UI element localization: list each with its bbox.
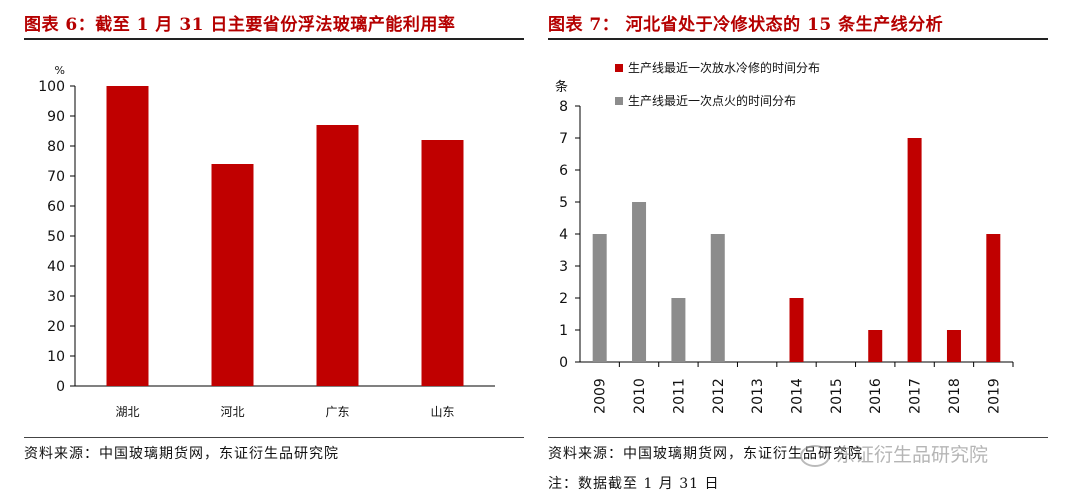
y-tick-label: 100 [38,79,65,95]
legend-swatch [615,97,623,105]
right-title-rule [548,38,1048,40]
x-tick-label: 2014 [790,378,806,414]
bar [868,330,883,362]
bar [907,138,922,362]
left-source-rule [24,437,524,438]
y-tick-label: 7 [559,131,568,147]
x-tick-label: 山东 [430,405,454,419]
y-tick-label: 70 [47,169,65,185]
y-tick-label: 8 [559,99,568,115]
x-tick-label: 2017 [908,378,924,414]
y-tick-label: 60 [47,199,65,215]
x-tick-label: 河北 [220,405,244,419]
bar [789,298,804,362]
left-source-note: 资料来源：中国玻璃期货网，东证衍生品研究院 [24,446,339,462]
y-tick-label: 40 [47,259,65,275]
left-title-rule [24,38,524,40]
y-tick-label: 90 [47,109,65,125]
y-tick-label: 4 [559,227,568,243]
y-unit-label: 条 [555,79,568,95]
y-tick-label: 5 [559,195,568,211]
right-source-rule [548,437,1048,438]
y-tick-label: 80 [47,139,65,155]
x-tick-label: 2018 [947,378,963,414]
bar [632,202,647,362]
bar [986,234,1001,362]
bar [592,234,607,362]
bar [671,298,686,362]
y-tick-label: 1 [559,323,568,339]
left-figure-title: 图表 6：截至 1 月 31 日主要省份浮法玻璃产能利用率 [24,15,456,35]
right-figure-title: 图表 7： 河北省处于冷修状态的 15 条生产线分析 [548,15,944,35]
left-bar-chart: 0 10 20 30 40 50 60 70 80 90 100% 湖北 河北 广东 山东 [38,64,495,419]
y-tick-label: 50 [47,229,65,245]
bar [106,86,149,386]
y-tick-label: 2 [559,291,568,307]
y-tick-label: 20 [47,319,65,335]
legend-label: 生产线最近一次放水冷修的时间分布 [628,60,820,75]
right-bar-chart: 0 1 2 3 4 5 6 7 8 条 2009 2010 2011 2012 2013 2014 2015 20… [555,60,1014,414]
y-tick-label: 10 [47,349,65,365]
bar [211,164,254,386]
x-tick-label: 2011 [671,378,687,414]
watermark-text: 东证衍生品研究院 [836,444,989,466]
right-figure-panel: 图表 7： 河北省处于冷修状态的 15 条生产线分析 0 1 2 3 4 5 6 7 8 条 200… [540,0,1080,501]
x-tick-label: 2009 [593,378,609,414]
y-tick-label: 6 [559,163,568,179]
bar [421,140,464,386]
bar [710,234,725,362]
watermark: 东证衍生品研究院 [800,440,988,467]
bar [946,330,961,362]
y-tick-label: 0 [559,355,568,371]
y-unit-label: % [55,64,65,77]
y-tick-label: 3 [559,259,568,275]
left-figure-panel: 图表 6：截至 1 月 31 日主要省份浮法玻璃产能利用率 0 10 20 30 40 5… [24,15,524,462]
x-tick-label: 2010 [632,378,648,414]
legend-label: 生产线最近一次点火的时间分布 [628,93,796,108]
y-tick-label: 30 [47,289,65,305]
x-tick-label: 2019 [986,378,1002,414]
x-tick-label: 2012 [711,378,727,414]
x-tick-label: 广东 [325,405,349,419]
legend-swatch [615,64,623,72]
right-footnote: 注：数据截至 1 月 31 日 [548,476,720,492]
wechat-logo-icon [800,444,830,467]
x-tick-label: 2013 [750,378,766,414]
x-tick-label: 2016 [868,378,884,414]
bar [316,125,359,386]
y-tick-label: 0 [56,379,65,395]
x-tick-label: 2015 [829,378,845,414]
x-tick-label: 湖北 [115,404,139,419]
right-source-note: 资料来源：中国玻璃期货网，东证衍生品研究院 [548,446,863,462]
